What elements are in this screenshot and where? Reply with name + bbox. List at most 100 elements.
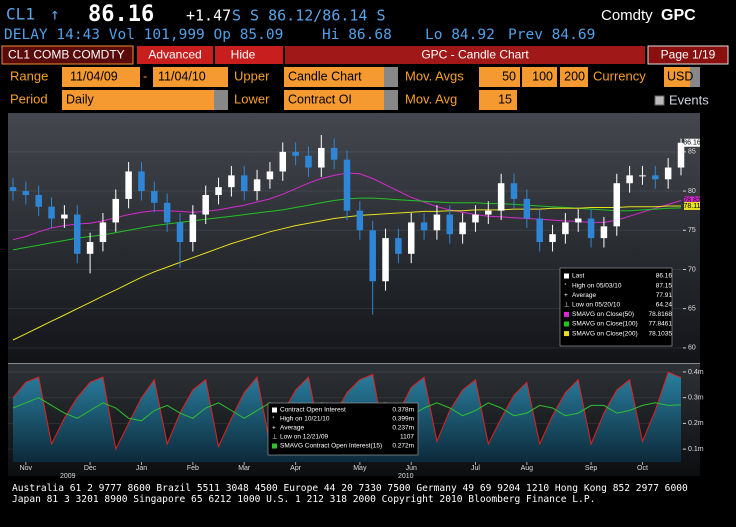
candle-body bbox=[253, 179, 261, 192]
events-label[interactable]: Events bbox=[669, 92, 709, 107]
dropdown-arrow[interactable] bbox=[384, 90, 398, 110]
legend-value: 77.8461 bbox=[649, 321, 673, 328]
mov-avg-value[interactable]: 200 bbox=[564, 69, 585, 83]
mov-avg-field[interactable] bbox=[479, 90, 517, 110]
upper-dropdown[interactable] bbox=[284, 67, 398, 87]
hide-button[interactable] bbox=[215, 46, 283, 64]
high: Hi 86.68 bbox=[322, 27, 392, 43]
plots: 6065707580850.1m0.2m0.3m0.4m86.1678.8278… bbox=[8, 134, 704, 472]
period-label: Period bbox=[10, 91, 48, 106]
mov-avg-label: Mov. Avg bbox=[405, 91, 457, 106]
candle-body bbox=[626, 175, 633, 184]
dropdown-arrow[interactable] bbox=[214, 90, 228, 110]
legend-box bbox=[559, 267, 673, 347]
advanced-button[interactable] bbox=[137, 46, 213, 64]
legend-icon: + bbox=[564, 292, 568, 299]
candle-body bbox=[279, 151, 287, 172]
legend-value: 77.91 bbox=[656, 292, 673, 299]
candle-body bbox=[48, 206, 55, 219]
mov-avg-field[interactable] bbox=[560, 67, 588, 87]
legend-icon: + bbox=[272, 425, 276, 432]
candle-body bbox=[228, 175, 235, 188]
legend-label: High on 10/21/10 bbox=[280, 416, 330, 423]
legend-value: 0.237m bbox=[392, 425, 414, 432]
year-label: 2009 bbox=[60, 473, 76, 480]
x-tick-label: Oct bbox=[637, 465, 648, 472]
hide-label[interactable]: Hide bbox=[231, 48, 256, 62]
mov-avg-field[interactable] bbox=[479, 67, 520, 87]
upper-value[interactable]: Candle Chart bbox=[288, 69, 362, 83]
x-tick-label: Dec bbox=[84, 465, 97, 472]
legend-label: Low on 12/21/09 bbox=[280, 434, 328, 441]
mov-avg-value[interactable]: 50 bbox=[502, 69, 516, 83]
candle-body bbox=[459, 222, 466, 235]
candle-body bbox=[510, 183, 518, 199]
legend-value: 87.15 bbox=[656, 282, 673, 289]
candle-body bbox=[99, 222, 107, 243]
page-label[interactable]: Page 1/19 bbox=[661, 48, 716, 62]
mov-avg-field[interactable] bbox=[522, 67, 557, 87]
legend-swatch bbox=[564, 273, 569, 279]
title-band bbox=[285, 46, 645, 64]
low: Lo 84.92 bbox=[425, 27, 495, 43]
legend-label: Last bbox=[572, 273, 584, 280]
y-tick-label: 0.3m bbox=[688, 395, 704, 402]
x-tick-label: Apr bbox=[290, 465, 302, 472]
mov-avg-value[interactable]: 15 bbox=[498, 92, 512, 106]
legend-label: SMAVG on Close(50) bbox=[572, 311, 634, 318]
legend-value: 86.16 bbox=[656, 273, 673, 280]
candle-body bbox=[9, 187, 17, 192]
legend-value: 1107 bbox=[400, 434, 414, 441]
candle-body bbox=[420, 222, 428, 231]
legend-icon: ᐩ bbox=[564, 282, 567, 289]
legend-swatch bbox=[564, 331, 569, 337]
security-box bbox=[1, 45, 134, 65]
legend-icon: ⊥ bbox=[564, 302, 570, 309]
x-tick-label: Aug bbox=[521, 465, 534, 472]
candle-body bbox=[22, 191, 30, 195]
y-tick-label: 85 bbox=[688, 149, 696, 156]
candle-body bbox=[536, 218, 543, 243]
start-date[interactable]: 11/04/09 bbox=[70, 69, 118, 83]
currency-value[interactable]: USD bbox=[667, 69, 693, 83]
year-label: 2010 bbox=[398, 473, 414, 480]
candle-body bbox=[446, 214, 454, 235]
security: CL1 COMB COMDTY bbox=[8, 48, 125, 62]
candle-body bbox=[266, 171, 274, 180]
candle-body bbox=[292, 151, 299, 156]
candle-body bbox=[61, 214, 68, 219]
candle-body bbox=[472, 214, 479, 223]
last-tag-bg bbox=[684, 138, 700, 147]
period-value[interactable]: Daily bbox=[66, 92, 95, 106]
lower-label: Lower bbox=[234, 91, 270, 106]
x-tick-label: Jul bbox=[471, 465, 480, 472]
x-tick-label: Jan bbox=[136, 465, 147, 472]
x-tick-label: Jun bbox=[406, 465, 417, 472]
y-tick-label: 65 bbox=[688, 306, 696, 313]
y-tick-label: 0.2m bbox=[688, 420, 704, 427]
candle-body bbox=[318, 147, 325, 168]
lower-value[interactable]: Contract OI bbox=[288, 92, 352, 106]
x-tick-label: Nov bbox=[20, 465, 33, 472]
candle-body bbox=[125, 171, 132, 199]
candle-body bbox=[613, 183, 621, 227]
end-field[interactable] bbox=[153, 67, 228, 87]
range-dash: - bbox=[143, 68, 147, 83]
dropdown-arrow[interactable] bbox=[384, 67, 398, 87]
x-tick-label: Mar bbox=[238, 465, 251, 472]
delay-line: DELAY 14:43 Vol 101,999 Op 85.09 bbox=[4, 27, 283, 43]
period-dropdown[interactable] bbox=[62, 90, 228, 110]
events-checkbox[interactable] bbox=[654, 95, 665, 106]
legend-label: High on 05/03/10 bbox=[572, 282, 622, 289]
start-field[interactable] bbox=[62, 67, 140, 87]
mov-avg-value[interactable]: 100 bbox=[532, 69, 553, 83]
series-tag-bg bbox=[684, 201, 700, 210]
advanced-label[interactable]: Advanced bbox=[148, 48, 201, 62]
legend-value: 0.272m bbox=[392, 443, 414, 450]
end-date[interactable]: 11/04/10 bbox=[158, 69, 206, 83]
lower-dropdown[interactable] bbox=[284, 90, 398, 110]
candle-body bbox=[73, 214, 81, 254]
arrow: ↑ bbox=[50, 5, 60, 24]
dropdown-arrow[interactable] bbox=[690, 67, 700, 87]
page-box[interactable] bbox=[647, 45, 729, 65]
